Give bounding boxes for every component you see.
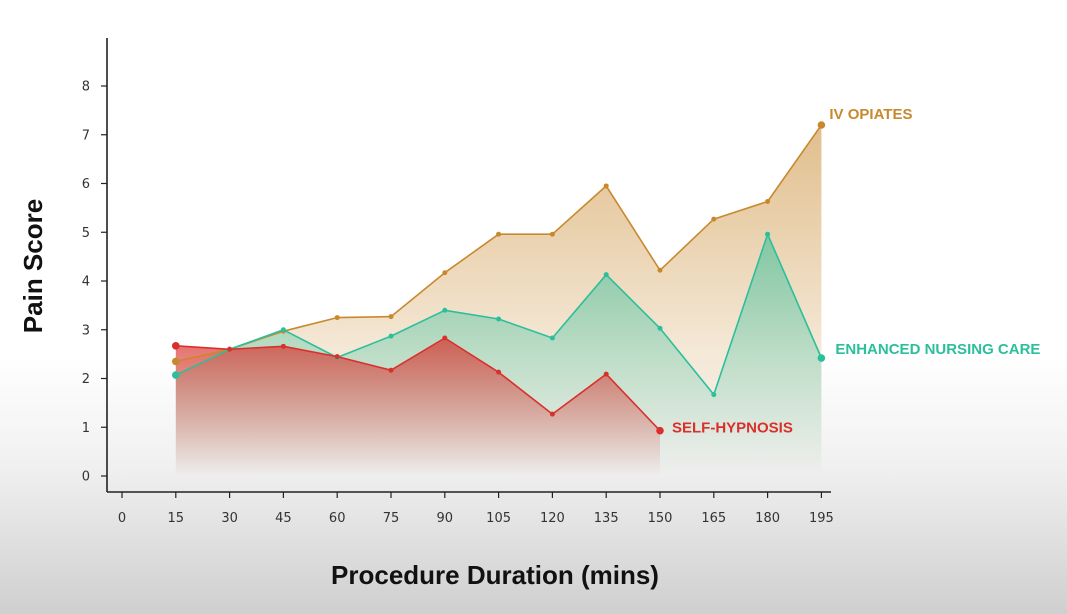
enhanced-nursing-care-point [496,316,502,322]
x-tick-label: 60 [329,511,346,526]
iv-opiates-point [388,314,394,320]
self-hypnosis-point [280,343,286,349]
y-axis-ticks: 0 1 2 3 4 5 6 7 8 [82,80,107,485]
iv-opiates-point [172,357,180,366]
enhanced-nursing-care-point [765,231,771,237]
self-hypnosis-point [603,371,609,377]
enhanced-nursing-care-point [711,392,717,398]
y-tick-label: 4 [82,275,90,290]
self-hypnosis-label: SELF-HYPNOSIS [672,420,793,437]
iv-opiates-point [657,267,663,273]
enhanced-nursing-care-point [817,354,826,362]
x-tick-label: 105 [486,511,511,526]
y-tick-label: 0 [82,470,90,485]
x-axis-ticks: 0 15 30 45 60 75 90 105 120 135 150 165 180 195 [118,492,834,526]
axes [106,38,831,493]
enhanced-nursing-care-point [549,335,555,341]
iv-opiates-label: IV OPIATES [829,106,912,123]
enhanced-nursing-care-label: ENHANCED NURSING CARE [835,341,1040,358]
series-points [172,121,826,435]
self-hypnosis-point [549,411,555,417]
enhanced-nursing-care-point [657,325,663,331]
y-axis-title: Pain Score [18,199,48,333]
y-tick-label: 5 [82,226,90,241]
x-tick-label: 0 [118,511,126,526]
y-tick-label: 1 [82,421,90,436]
x-tick-label: 150 [648,511,673,526]
y-tick-label: 2 [82,372,90,387]
iv-opiates-point [817,121,826,129]
x-tick-label: 120 [540,511,565,526]
self-hypnosis-point [388,367,394,373]
enhanced-nursing-care-point [603,272,609,278]
y-tick-label: 3 [82,323,90,338]
self-hypnosis-point [656,426,664,435]
x-tick-label: 15 [168,511,185,526]
enhanced-nursing-care-point [442,307,448,313]
iv-opiates-point [496,231,502,237]
y-tick-label: 6 [82,177,90,192]
iv-opiates-point [603,183,609,189]
series-labels: IV OPIATES ENHANCED NURSING CARE SELF-HYPN… [672,106,1040,437]
x-tick-label: 30 [221,511,238,526]
x-tick-label: 75 [383,511,400,526]
iv-opiates-point [765,199,771,205]
series-areas [175,125,822,476]
iv-opiates-point [442,270,448,276]
iv-opiates-point [334,315,340,321]
x-tick-label: 165 [701,511,726,526]
enhanced-nursing-care-point [172,371,180,379]
x-tick-label: 45 [275,511,292,526]
enhanced-nursing-care-point [388,333,394,339]
self-hypnosis-area [175,338,661,476]
self-hypnosis-point [172,342,180,350]
y-tick-label: 8 [82,80,90,95]
self-hypnosis-point [442,335,448,341]
self-hypnosis-point [227,346,233,352]
iv-opiates-point [711,216,717,222]
x-tick-label: 135 [594,511,619,526]
self-hypnosis-line [175,337,661,432]
x-tick-label: 195 [809,511,834,526]
self-hypnosis-point [334,354,340,360]
self-hypnosis-point [496,369,502,375]
y-tick-label: 7 [82,128,90,143]
x-axis-title: Procedure Duration (mins) [331,560,659,590]
x-tick-label: 180 [755,511,780,526]
iv-opiates-point [549,231,555,237]
enhanced-nursing-care-point [280,327,286,333]
x-tick-label: 90 [437,511,454,526]
